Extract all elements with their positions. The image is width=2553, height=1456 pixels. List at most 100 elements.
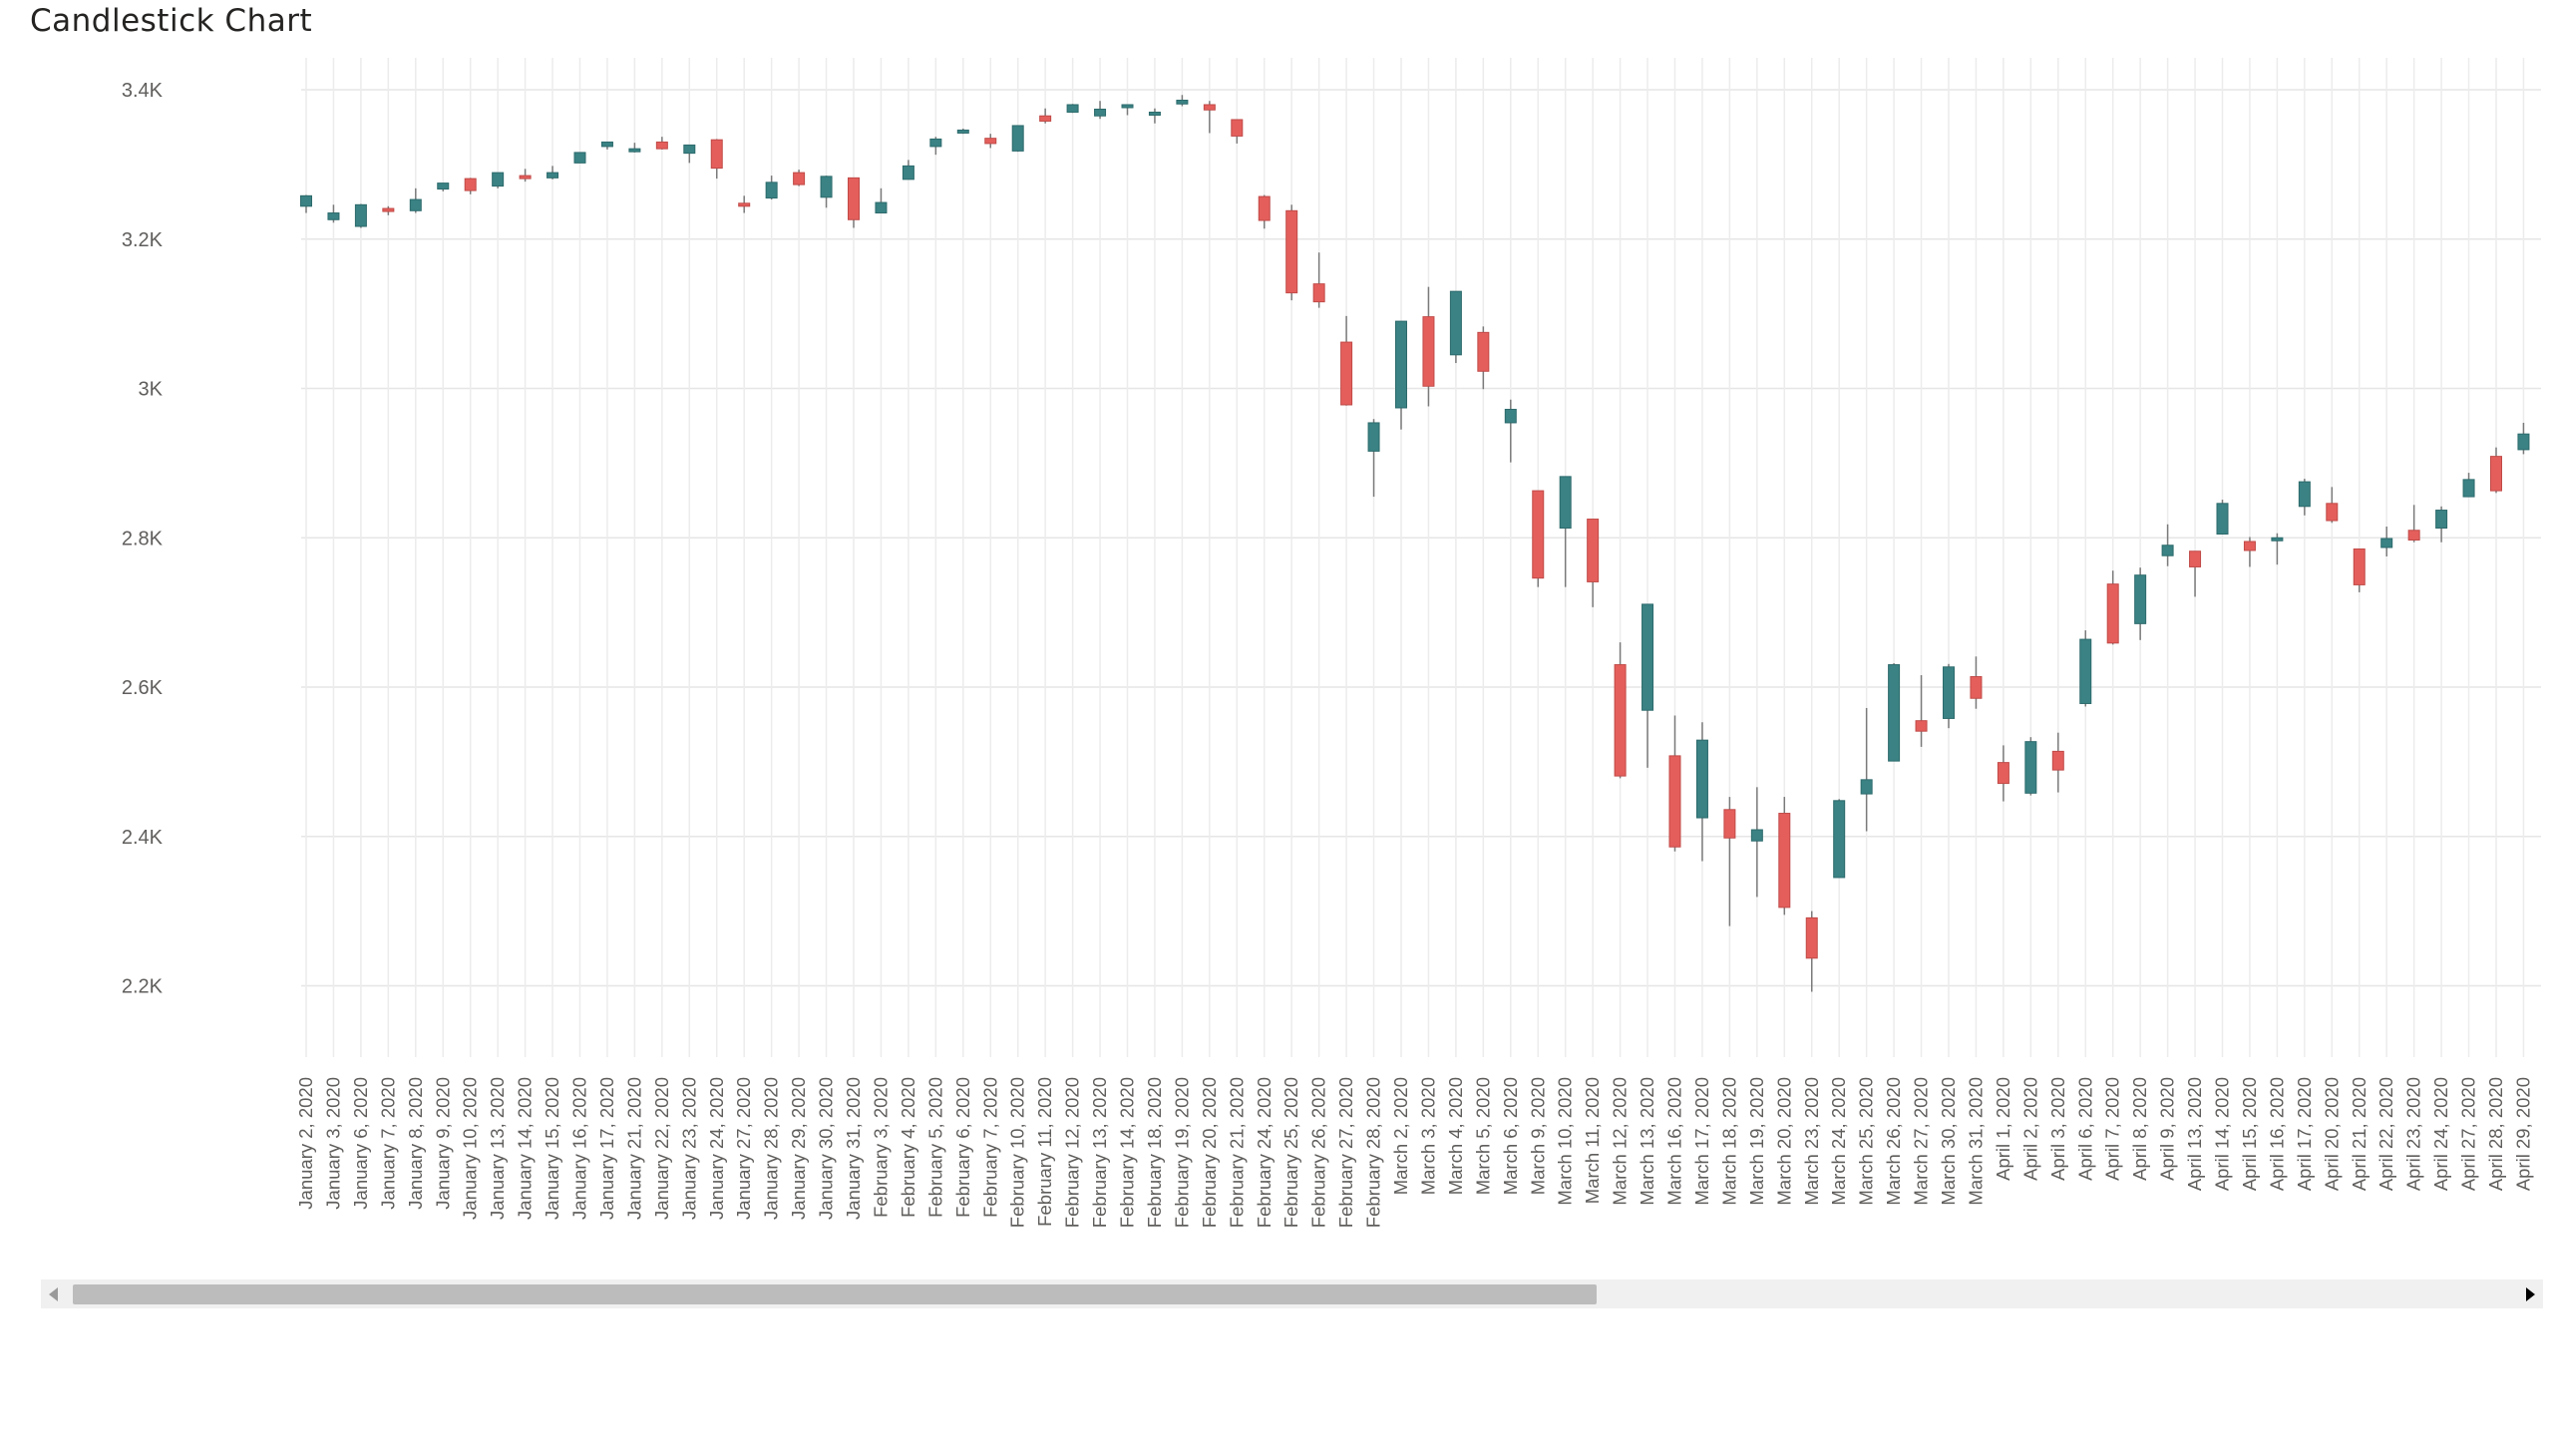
x-tick-label: February 11, 2020: [1034, 1077, 1055, 1227]
candle-body: [327, 212, 340, 220]
x-tick-label: February 19, 2020: [1171, 1077, 1192, 1228]
candle-body: [1011, 125, 1024, 152]
x-tick-label: March 10, 2020: [1555, 1077, 1576, 1206]
candle-body: [1778, 813, 1791, 909]
candle-body: [2243, 541, 2256, 551]
x-tick-label: April 17, 2020: [2294, 1077, 2315, 1191]
candle-body: [1614, 664, 1627, 777]
x-tick-label: February 27, 2020: [1335, 1077, 1356, 1228]
x-tick-label: March 17, 2020: [1691, 1077, 1712, 1206]
scrollbar-thumb[interactable]: [73, 1284, 1597, 1304]
candle-body: [1504, 408, 1517, 424]
x-tick-label: January 23, 2020: [678, 1077, 699, 1220]
candle-body: [409, 198, 422, 211]
x-tick-label: January 24, 2020: [706, 1077, 727, 1220]
candle-body: [1970, 676, 1983, 699]
x-tick-label: March 5, 2020: [1472, 1077, 1493, 1195]
candle-body: [2271, 537, 2284, 542]
candle-body: [382, 207, 395, 212]
y-tick-label: 3.2K: [122, 229, 164, 251]
x-tick-label: January 13, 2020: [487, 1077, 508, 1220]
x-tick-label: March 31, 2020: [1965, 1077, 1986, 1206]
x-tick-label: February 6, 2020: [952, 1077, 973, 1218]
candle-body: [628, 148, 641, 153]
y-tick-label: 2.6K: [122, 677, 164, 699]
x-tick-label: April 1, 2020: [1993, 1077, 2013, 1181]
candle-body: [710, 139, 723, 170]
x-tick-label: March 4, 2020: [1445, 1077, 1466, 1195]
candle-body: [929, 138, 942, 148]
x-tick-label: January 29, 2020: [788, 1077, 809, 1220]
chevron-right-icon[interactable]: [2526, 1287, 2535, 1301]
candle-body: [1258, 195, 1271, 221]
x-tick-label: March 25, 2020: [1856, 1077, 1877, 1206]
candle-body: [1587, 519, 1600, 582]
candle-body: [2134, 574, 2147, 624]
x-tick-label: April 22, 2020: [2375, 1077, 2396, 1191]
x-tick-label: January 10, 2020: [460, 1077, 481, 1220]
candle-body: [1833, 800, 1846, 879]
candle-body: [2435, 510, 2448, 530]
chevron-left-icon[interactable]: [49, 1287, 58, 1301]
x-tick-label: January 21, 2020: [623, 1077, 644, 1220]
x-tick-label: March 6, 2020: [1500, 1077, 1521, 1195]
x-tick-label: February 4, 2020: [898, 1077, 918, 1218]
candle-body: [1641, 603, 1654, 711]
x-tick-label: February 26, 2020: [1308, 1077, 1329, 1228]
candle-body: [1915, 720, 1928, 732]
x-axis: January 2, 2020 January 3, 2020 January 6,…: [295, 1077, 2533, 1228]
candle-body: [683, 144, 696, 155]
candle-body: [902, 165, 914, 181]
y-axis: 2.2K 2.4K 2.6K 2.8K 3K 3.2K 3.4K: [122, 80, 164, 998]
x-tick-label: January 2, 2020: [295, 1077, 316, 1210]
x-tick-label: April 9, 2020: [2157, 1077, 2178, 1181]
candle-body: [2326, 503, 2339, 522]
candle-body: [984, 138, 997, 145]
horizontal-scrollbar[interactable]: [41, 1279, 2543, 1308]
candle-body: [2517, 433, 2530, 451]
y-tick-label: 2.2K: [122, 976, 164, 998]
x-tick-label: April 28, 2020: [2485, 1077, 2506, 1191]
candle-body: [956, 129, 969, 134]
x-tick-label: April 29, 2020: [2512, 1077, 2533, 1191]
x-tick-label: February 10, 2020: [1007, 1077, 1028, 1228]
candle-bodies: [300, 99, 2530, 959]
x-tick-label: April 3, 2020: [2047, 1077, 2068, 1181]
candle-body: [1559, 476, 1572, 530]
x-tick-label: January 9, 2020: [432, 1077, 453, 1210]
x-tick-label: April 6, 2020: [2074, 1077, 2095, 1181]
candle-body: [1039, 115, 1052, 122]
x-tick-label: March 18, 2020: [1718, 1077, 1739, 1206]
x-tick-label: April 7, 2020: [2102, 1077, 2123, 1181]
candle-body: [1148, 111, 1161, 116]
x-tick-label: January 30, 2020: [816, 1077, 837, 1220]
candle-body: [1340, 341, 1353, 406]
x-tick-label: March 24, 2020: [1828, 1077, 1849, 1206]
candle-body: [875, 201, 888, 214]
x-tick-label: January 15, 2020: [542, 1077, 562, 1220]
x-tick-label: January 16, 2020: [569, 1077, 590, 1220]
x-tick-label: January 28, 2020: [761, 1077, 782, 1220]
x-tick-label: April 27, 2020: [2458, 1077, 2479, 1191]
x-tick-label: January 14, 2020: [515, 1077, 536, 1220]
candle-body: [1395, 320, 1407, 409]
x-tick-label: March 20, 2020: [1773, 1077, 1794, 1206]
candle-body: [2490, 456, 2502, 492]
y-tick-label: 2.4K: [122, 827, 164, 849]
x-tick-label: January 6, 2020: [350, 1077, 371, 1210]
x-tick-label: March 12, 2020: [1610, 1077, 1631, 1206]
candle-body: [300, 194, 312, 207]
candle-body: [573, 152, 586, 164]
candle-body: [437, 182, 450, 190]
x-tick-label: April 14, 2020: [2212, 1077, 2233, 1191]
candle-body: [1532, 490, 1545, 579]
candle-body: [1449, 290, 1462, 356]
x-tick-label: January 8, 2020: [405, 1077, 426, 1210]
x-tick-label: February 20, 2020: [1199, 1077, 1220, 1228]
x-tick-label: January 22, 2020: [651, 1077, 672, 1220]
x-tick-label: January 17, 2020: [596, 1077, 617, 1220]
gridlines: [301, 58, 2541, 1057]
x-tick-label: March 11, 2020: [1582, 1077, 1603, 1204]
candle-body: [1285, 209, 1298, 294]
